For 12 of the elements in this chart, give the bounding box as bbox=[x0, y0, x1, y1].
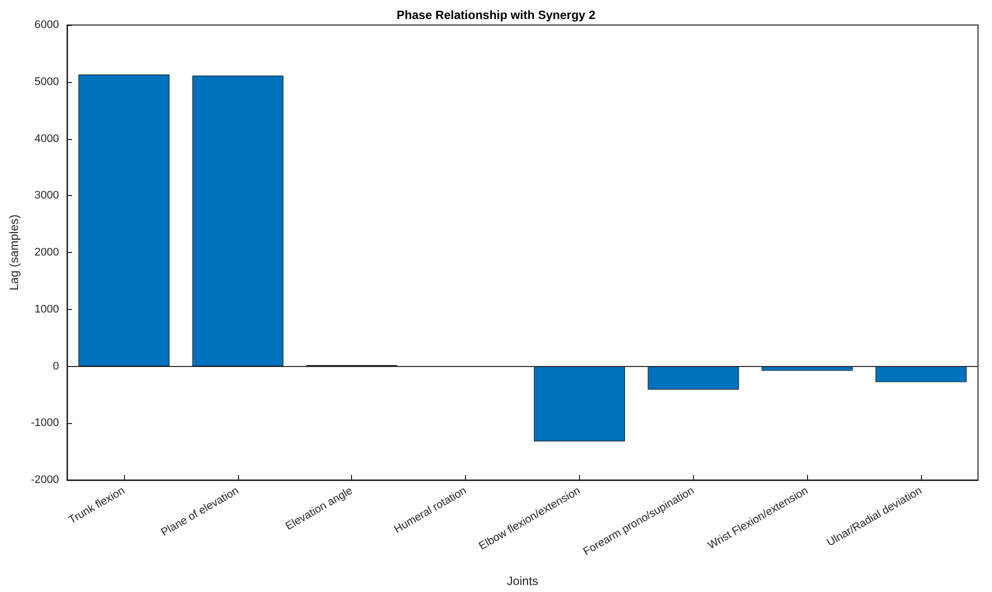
y-tick-label: 5000 bbox=[34, 76, 60, 88]
y-tick-label: 1000 bbox=[34, 303, 60, 316]
x-axis-title: Joints bbox=[506, 574, 538, 588]
y-axis-title: Lag (samples) bbox=[7, 214, 21, 291]
y-tick-label: -1000 bbox=[30, 417, 60, 430]
y-tick-label: -2000 bbox=[30, 474, 60, 486]
y-tick-label: 3000 bbox=[34, 190, 60, 202]
y-tick-label: 2000 bbox=[34, 246, 60, 258]
chart-title: Phase Relationship with Synergy 2 bbox=[396, 8, 596, 22]
y-tick-label: 6000 bbox=[34, 19, 60, 31]
y-tick-label: 0 bbox=[52, 360, 60, 372]
y-tick-label: 4000 bbox=[34, 132, 60, 145]
